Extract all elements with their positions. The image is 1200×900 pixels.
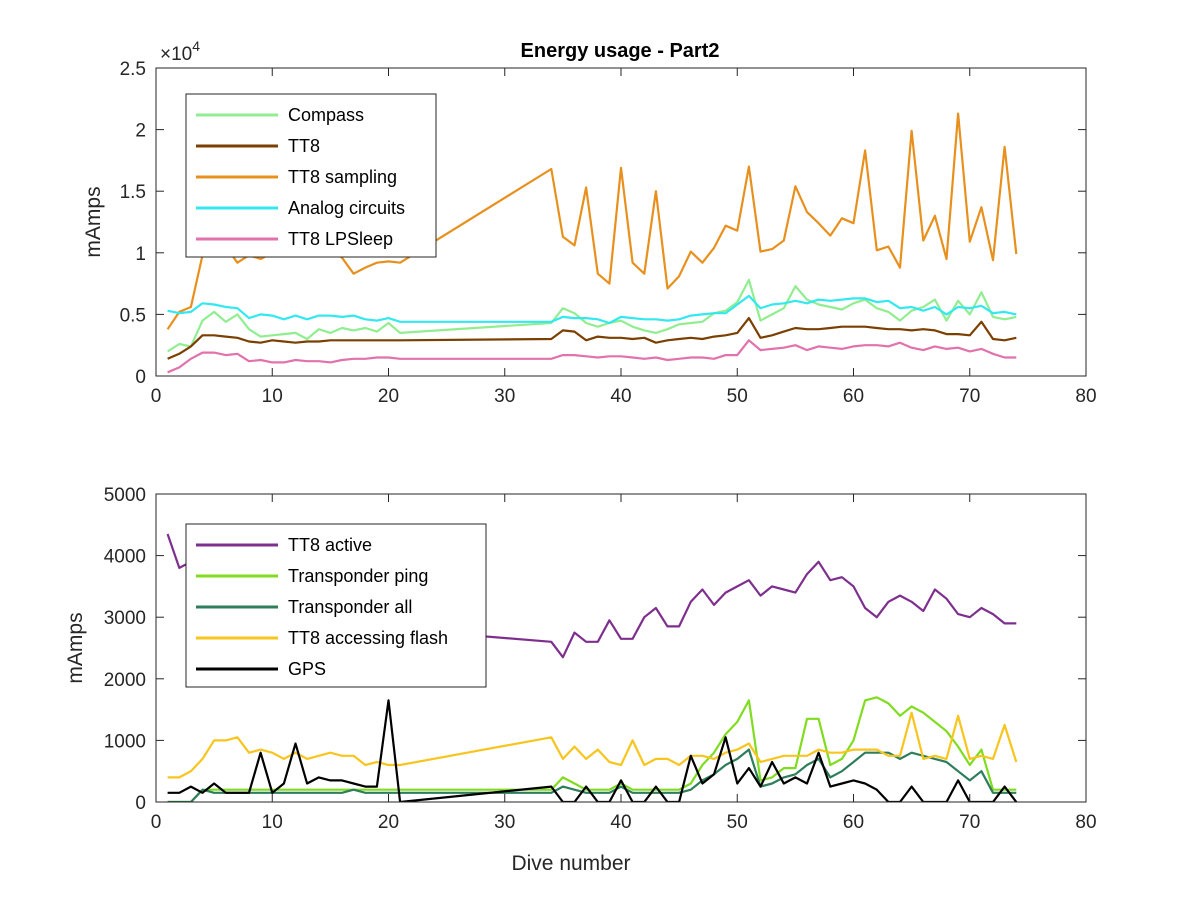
legend-label: Compass xyxy=(288,105,364,125)
x-tick-label: 30 xyxy=(494,386,515,407)
legend-label: Transponder all xyxy=(288,597,412,617)
x-tick-label: 20 xyxy=(378,812,399,833)
x-tick-label: 70 xyxy=(959,386,980,407)
x-tick-label: 50 xyxy=(727,386,748,407)
x-tick-label: 80 xyxy=(1075,386,1096,407)
x-tick-label: 40 xyxy=(610,812,631,833)
x-tick-label: 20 xyxy=(378,386,399,407)
x-tick-label: 30 xyxy=(494,812,515,833)
legend-label: TT8 sampling xyxy=(288,167,397,187)
legend-label: TT8 LPSleep xyxy=(288,229,393,249)
series-line-compass xyxy=(167,278,1017,353)
y-tick-label: 2.5 xyxy=(120,59,146,80)
x-tick-label: 0 xyxy=(151,386,162,407)
y-tick-label: 3000 xyxy=(104,608,146,629)
legend: TT8 active Transponder ping Transponder al… xyxy=(185,523,487,688)
series-line-tt8-lpsleep xyxy=(167,339,1017,374)
bottom-chart: 0 10 20 30 40 50 60 70 80 0 1000 2000 3000 4000 5000 mA… xyxy=(64,485,1097,875)
x-tick-label: 40 xyxy=(610,386,631,407)
series-line-tt8 xyxy=(167,317,1017,360)
legend: Compass TT8 TT8 sampling Analog circuits TT8… xyxy=(185,93,437,258)
series-line-gps xyxy=(167,699,1018,802)
x-tick-label: 80 xyxy=(1075,812,1096,833)
legend-label: GPS xyxy=(288,659,326,679)
x-tick-label: 0 xyxy=(151,812,162,833)
y-tick-label: 5000 xyxy=(104,485,146,506)
series-line-analog-circuits xyxy=(167,294,1017,325)
legend-label: Transponder ping xyxy=(288,566,428,586)
y-tick-label: 1.5 xyxy=(120,182,146,203)
y-tick-label: 0 xyxy=(135,793,146,814)
y-axis-label: mAmps xyxy=(64,612,87,683)
legend-label: TT8 xyxy=(288,136,320,156)
y-axis-label: mAmps xyxy=(82,186,105,257)
x-tick-label: 50 xyxy=(727,812,748,833)
x-tick-label: 10 xyxy=(262,386,283,407)
x-tick-label: 70 xyxy=(959,812,980,833)
x-tick-label: 10 xyxy=(262,812,283,833)
y-tick-label: 1 xyxy=(135,244,146,265)
legend-label: Analog circuits xyxy=(288,198,405,218)
y-tick-label: 4000 xyxy=(104,547,146,568)
x-tick-label: 60 xyxy=(843,812,864,833)
y-tick-label: 1000 xyxy=(104,731,146,752)
y-exponent-label: ×104 xyxy=(160,38,200,65)
y-tick-label: 2000 xyxy=(104,670,146,691)
legend-label: TT8 accessing flash xyxy=(288,628,448,648)
chart-title: Energy usage - Part2 xyxy=(521,40,720,62)
y-tick-label: 0.5 xyxy=(120,305,146,326)
series-line-transponder-ping xyxy=(167,696,1017,802)
y-tick-label: 2 xyxy=(135,121,146,142)
x-axis-label: Dive number xyxy=(511,852,630,875)
y-tick-label: 0 xyxy=(135,367,146,388)
series-lines xyxy=(166,533,1018,802)
series-line-tt8-accessing-flash xyxy=(167,711,1018,779)
x-tick-label: 60 xyxy=(843,386,864,407)
top-chart: ×104 0 10 20 30 40 50 60 70 80 0 0.5 1 1.5 2 2.5 mAmps C… xyxy=(82,38,1097,407)
legend-label: TT8 active xyxy=(288,535,372,555)
